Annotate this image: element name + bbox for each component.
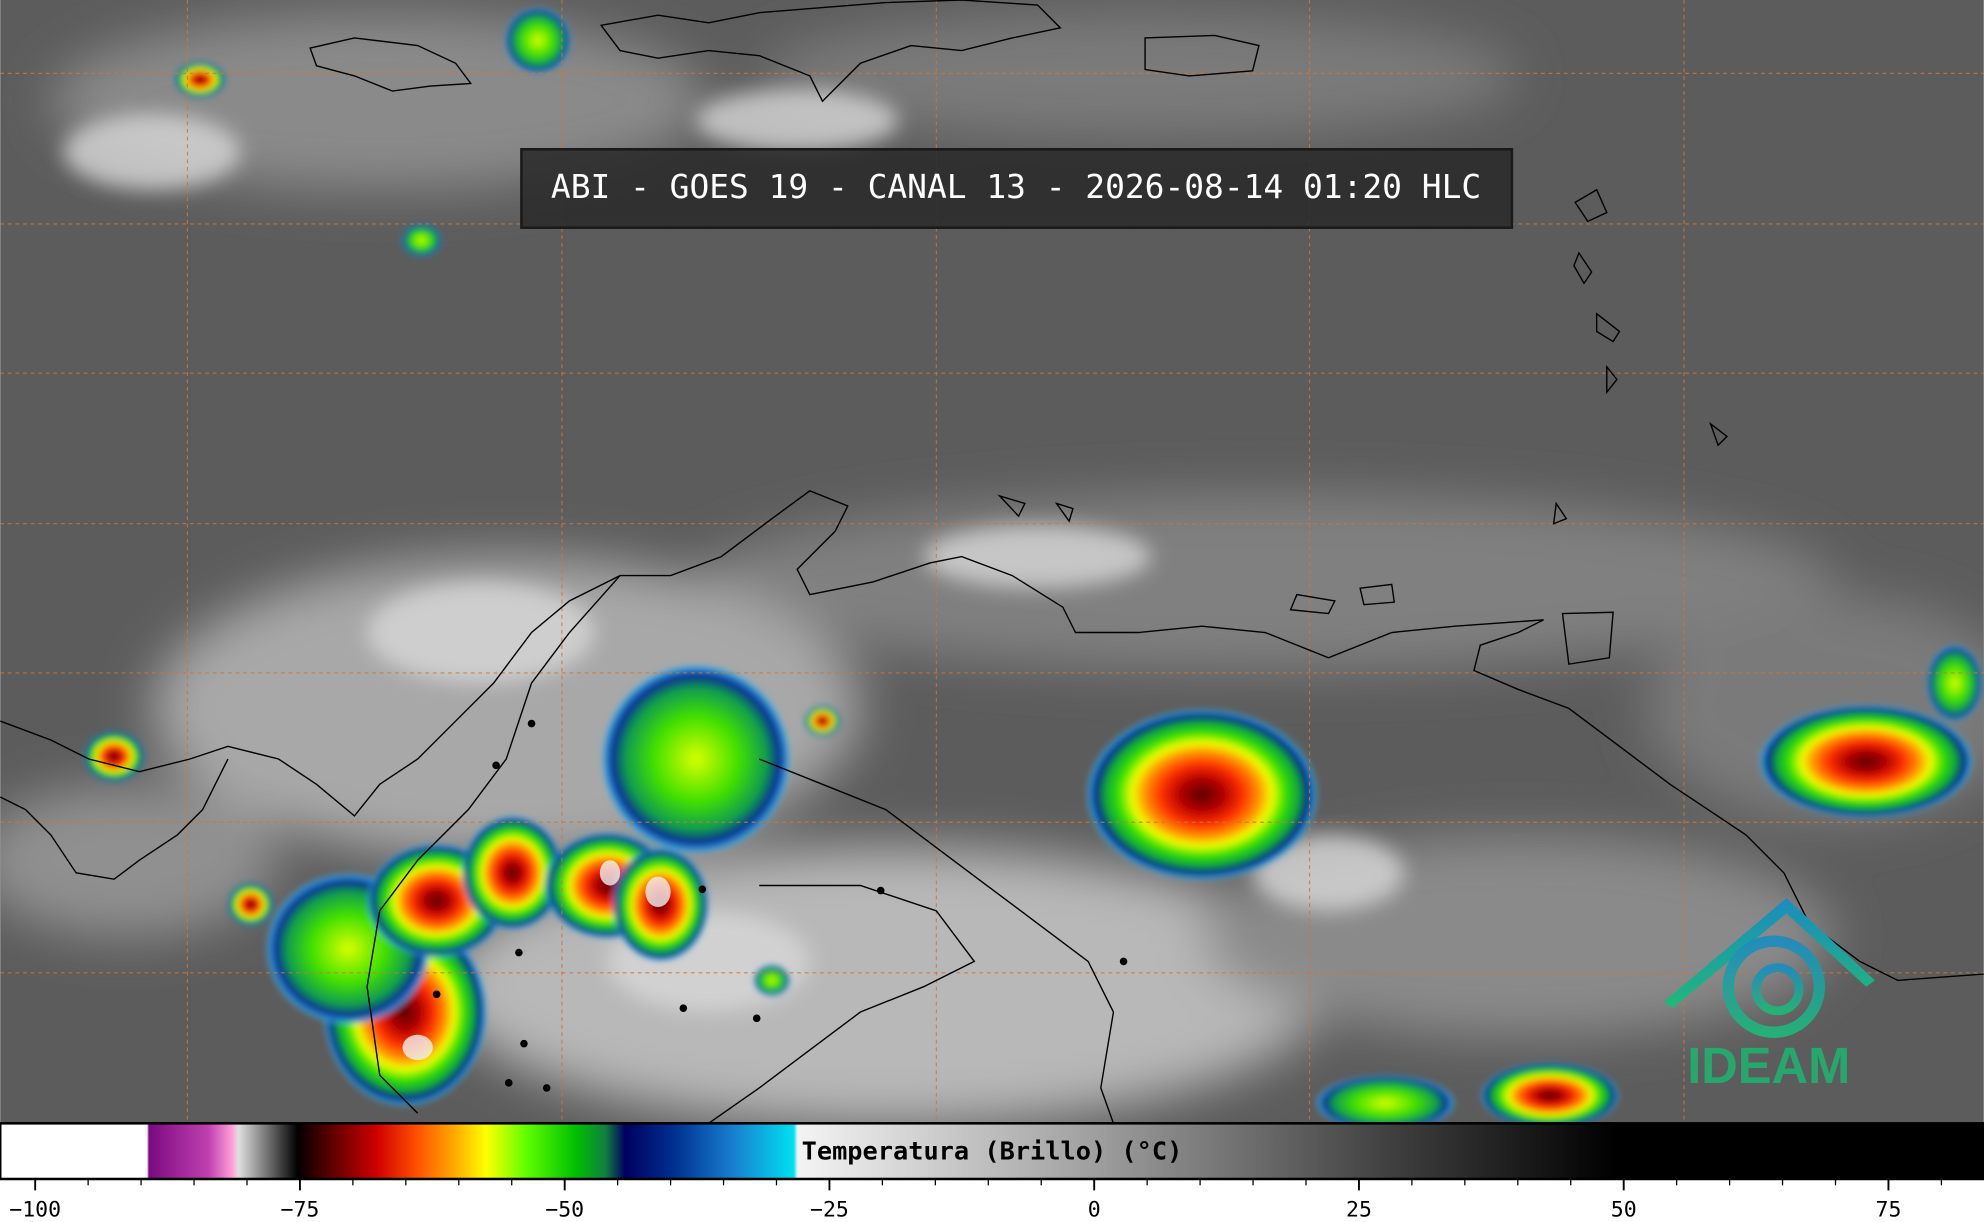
colorbar-tick-label: −50 xyxy=(545,1198,584,1222)
colorbar-tick-label: −100 xyxy=(9,1198,61,1222)
colorbar xyxy=(0,1122,1984,1181)
title: ABI - GOES 19 - CANAL 13 - 2026-08-14 01… xyxy=(551,167,1481,206)
colorbar-tick-label: 50 xyxy=(1611,1198,1637,1222)
colorbar-label: Temperatura (Brillo) (°C) xyxy=(802,1136,1183,1165)
logo-text: IDEAM xyxy=(1687,1037,1850,1094)
colorbar-tick-label: −25 xyxy=(810,1198,849,1222)
title-box xyxy=(520,148,1514,229)
logo: IDEAM xyxy=(1663,898,1875,1094)
convective-cells xyxy=(83,7,1983,1131)
city-dots xyxy=(432,719,1128,1092)
colorbar-tick-label: 75 xyxy=(1876,1198,1902,1222)
colorbar-tick-label: 25 xyxy=(1346,1198,1372,1222)
colorbar-ticks: −100 −75 −50 −25 0 25 50 75 xyxy=(9,1178,1943,1222)
colorbar-tick-label: −75 xyxy=(281,1198,320,1222)
colorbar-tick-label: 0 xyxy=(1088,1198,1101,1222)
coastlines xyxy=(0,0,1984,1124)
overshooting-tops xyxy=(402,860,671,1061)
